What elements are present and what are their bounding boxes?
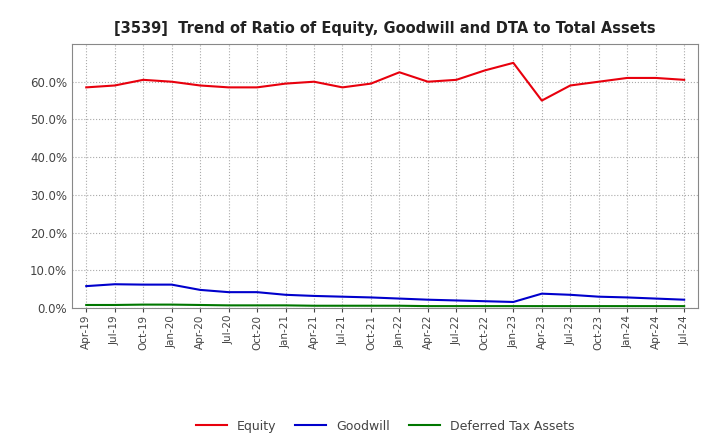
Equity bbox=[452, 77, 461, 82]
Equity bbox=[680, 77, 688, 82]
Goodwill bbox=[423, 297, 432, 302]
Equity bbox=[566, 83, 575, 88]
Equity bbox=[310, 79, 318, 84]
Equity bbox=[652, 75, 660, 81]
Equity bbox=[253, 85, 261, 90]
Goodwill bbox=[225, 290, 233, 295]
Line: Deferred Tax Assets: Deferred Tax Assets bbox=[86, 304, 684, 306]
Goodwill bbox=[310, 293, 318, 299]
Equity bbox=[196, 83, 204, 88]
Goodwill bbox=[537, 291, 546, 296]
Deferred Tax Assets bbox=[680, 304, 688, 309]
Equity bbox=[282, 81, 290, 86]
Goodwill bbox=[652, 296, 660, 301]
Goodwill bbox=[452, 298, 461, 303]
Equity bbox=[623, 75, 631, 81]
Goodwill bbox=[196, 287, 204, 293]
Goodwill bbox=[680, 297, 688, 302]
Goodwill bbox=[82, 283, 91, 289]
Legend: Equity, Goodwill, Deferred Tax Assets: Equity, Goodwill, Deferred Tax Assets bbox=[191, 414, 580, 437]
Deferred Tax Assets bbox=[566, 304, 575, 309]
Goodwill bbox=[366, 295, 375, 300]
Goodwill bbox=[480, 299, 489, 304]
Line: Equity: Equity bbox=[86, 63, 684, 101]
Goodwill bbox=[167, 282, 176, 287]
Equity bbox=[225, 85, 233, 90]
Equity bbox=[139, 77, 148, 82]
Deferred Tax Assets bbox=[196, 302, 204, 308]
Deferred Tax Assets bbox=[282, 303, 290, 308]
Equity bbox=[509, 60, 518, 66]
Goodwill bbox=[338, 294, 347, 299]
Deferred Tax Assets bbox=[310, 303, 318, 308]
Deferred Tax Assets bbox=[82, 302, 91, 308]
Goodwill bbox=[395, 296, 404, 301]
Equity bbox=[366, 81, 375, 86]
Goodwill bbox=[509, 299, 518, 304]
Deferred Tax Assets bbox=[595, 304, 603, 309]
Equity bbox=[423, 79, 432, 84]
Deferred Tax Assets bbox=[509, 304, 518, 309]
Deferred Tax Assets bbox=[452, 304, 461, 309]
Deferred Tax Assets bbox=[338, 303, 347, 308]
Deferred Tax Assets bbox=[423, 304, 432, 309]
Title: [3539]  Trend of Ratio of Equity, Goodwill and DTA to Total Assets: [3539] Trend of Ratio of Equity, Goodwil… bbox=[114, 21, 656, 36]
Goodwill bbox=[110, 282, 119, 287]
Equity bbox=[110, 83, 119, 88]
Deferred Tax Assets bbox=[253, 303, 261, 308]
Equity bbox=[167, 79, 176, 84]
Deferred Tax Assets bbox=[225, 303, 233, 308]
Deferred Tax Assets bbox=[167, 302, 176, 307]
Goodwill bbox=[139, 282, 148, 287]
Goodwill bbox=[595, 294, 603, 299]
Deferred Tax Assets bbox=[623, 304, 631, 309]
Deferred Tax Assets bbox=[395, 303, 404, 308]
Goodwill bbox=[623, 295, 631, 300]
Goodwill bbox=[253, 290, 261, 295]
Equity bbox=[338, 85, 347, 90]
Equity bbox=[395, 70, 404, 75]
Equity bbox=[82, 85, 91, 90]
Equity bbox=[480, 68, 489, 73]
Goodwill bbox=[566, 292, 575, 297]
Deferred Tax Assets bbox=[480, 304, 489, 309]
Equity bbox=[537, 98, 546, 103]
Equity bbox=[595, 79, 603, 84]
Line: Goodwill: Goodwill bbox=[86, 284, 684, 302]
Deferred Tax Assets bbox=[537, 304, 546, 309]
Deferred Tax Assets bbox=[110, 302, 119, 308]
Deferred Tax Assets bbox=[139, 302, 148, 307]
Goodwill bbox=[282, 292, 290, 297]
Deferred Tax Assets bbox=[366, 303, 375, 308]
Deferred Tax Assets bbox=[652, 304, 660, 309]
